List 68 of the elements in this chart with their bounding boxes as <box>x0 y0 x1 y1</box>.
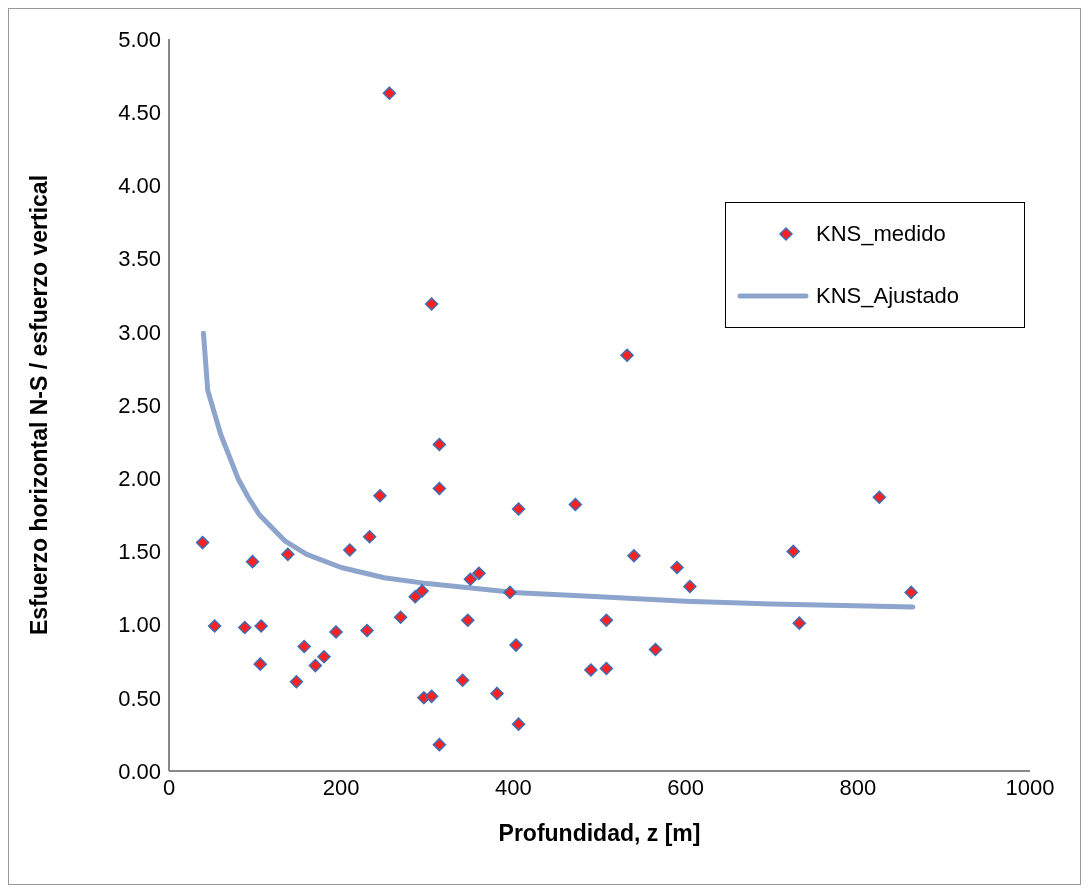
point <box>253 657 268 671</box>
y-tick-label: 0.50 <box>118 685 161 711</box>
point <box>683 579 697 594</box>
y-tick-label: 3.50 <box>118 246 161 272</box>
point <box>503 585 517 600</box>
point <box>297 639 311 654</box>
point <box>245 554 260 569</box>
point <box>511 717 526 731</box>
point <box>432 437 447 452</box>
point <box>509 638 523 652</box>
legend-label: KNS_Ajustado <box>816 283 960 309</box>
point <box>317 650 331 664</box>
point <box>424 297 439 311</box>
x-axis-title: Profundidad, z [m] <box>498 820 701 846</box>
y-tick-label: 1.50 <box>118 539 161 565</box>
point <box>343 543 357 557</box>
y-tick-label: 0.00 <box>118 758 161 784</box>
point <box>648 642 663 657</box>
point <box>511 502 526 516</box>
point <box>670 560 684 575</box>
point <box>415 584 429 598</box>
point <box>599 613 614 627</box>
point <box>254 619 268 633</box>
x-tick-label: 800 <box>839 774 877 800</box>
y-tick-label: 5.00 <box>118 26 161 52</box>
point <box>584 663 598 677</box>
y-tick-label: 2.00 <box>118 466 161 492</box>
x-tick-label: 1000 <box>1005 774 1055 800</box>
x-tick-label: 0 <box>162 774 176 800</box>
point <box>207 619 222 633</box>
point <box>195 535 210 550</box>
point <box>408 590 422 604</box>
point <box>238 620 252 635</box>
point <box>432 481 447 496</box>
point <box>599 661 614 676</box>
point <box>872 490 887 504</box>
point <box>362 530 377 544</box>
point <box>904 585 918 600</box>
point <box>463 572 478 586</box>
x-tick-label: 200 <box>322 774 360 800</box>
y-tick-label: 4.50 <box>118 100 161 126</box>
point <box>461 613 475 627</box>
point <box>373 489 387 503</box>
point <box>382 86 397 100</box>
point <box>455 673 470 687</box>
point <box>472 566 486 581</box>
y-tick-label: 2.50 <box>118 392 161 418</box>
point <box>308 658 323 673</box>
y-tick-label: 3.00 <box>118 319 161 345</box>
point <box>568 497 583 512</box>
point <box>329 625 343 639</box>
point <box>424 689 439 704</box>
point <box>360 623 374 638</box>
y-tick-label: 4.00 <box>118 173 161 199</box>
point <box>627 549 641 563</box>
point <box>620 348 634 362</box>
point <box>490 686 504 701</box>
point <box>393 610 408 625</box>
x-tick-label: 600 <box>667 774 704 800</box>
point <box>792 616 806 630</box>
x-tick-label: 400 <box>495 774 532 800</box>
point <box>786 544 800 559</box>
y-tick-label: 1.00 <box>118 612 161 638</box>
y-axis-title: Esfuerzo horizontal N-S / esfuerzo vertical <box>26 174 53 636</box>
legend-label: KNS_medido <box>816 221 946 247</box>
point <box>281 547 295 562</box>
point <box>289 674 304 689</box>
point <box>432 737 447 752</box>
